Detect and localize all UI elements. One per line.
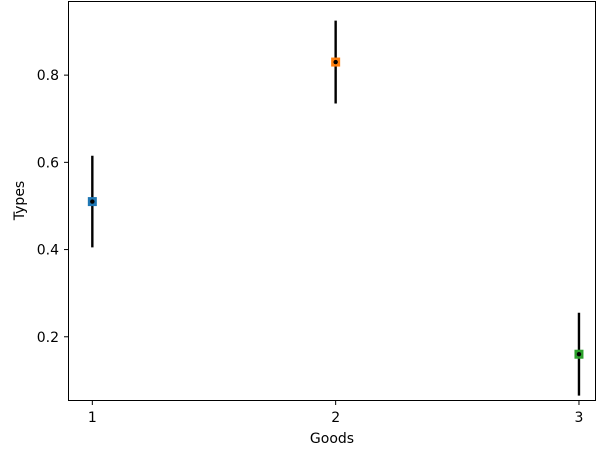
data-point-center	[90, 199, 95, 204]
y-tick-label: 0.8	[37, 68, 59, 84]
y-tick-label: 0.6	[37, 155, 59, 171]
y-axis: 0.2 0.4 0.6 0.8	[37, 68, 69, 346]
y-tick-label: 0.4	[37, 243, 59, 259]
plot-area-frame	[68, 1, 596, 401]
x-tick-label: 3	[575, 410, 584, 426]
x-tick-label: 2	[331, 410, 340, 426]
y-axis-title: Types	[12, 181, 28, 221]
x-axis-title: Goods	[310, 431, 354, 447]
error-bars	[91, 20, 581, 396]
x-axis: 1 2 3	[88, 400, 584, 426]
x-tick-label: 1	[88, 410, 97, 426]
data-point-center	[576, 352, 582, 357]
data-points	[87, 57, 584, 359]
y-tick-label: 0.2	[37, 330, 59, 346]
data-point-center	[333, 59, 338, 65]
